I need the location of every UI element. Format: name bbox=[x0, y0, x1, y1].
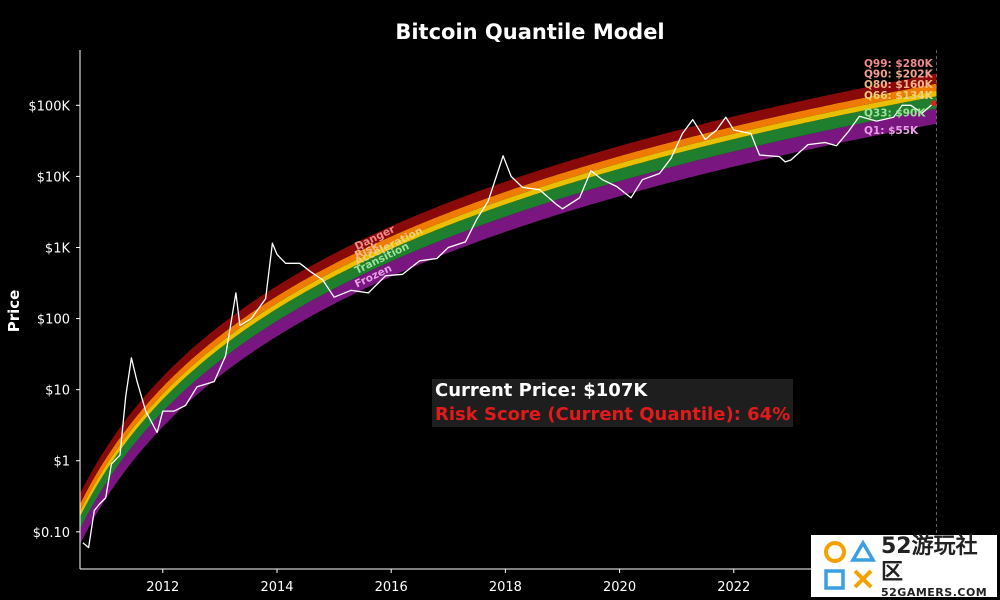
watermark: 52游玩社区 52GAMERS.COM bbox=[811, 534, 997, 599]
quantile-label-q99: Q99: $280K bbox=[864, 58, 934, 70]
y-tick-label: $100 bbox=[37, 313, 70, 328]
x-tick-label: 2016 bbox=[375, 580, 408, 595]
y-tick-label: $0.10 bbox=[33, 526, 70, 541]
x-tick-label: 2022 bbox=[717, 580, 750, 595]
y-tick-label: $100K bbox=[28, 99, 70, 114]
quantile-label-q90: Q90: $202K bbox=[864, 69, 934, 81]
x-tick-label: 2012 bbox=[146, 580, 179, 595]
y-tick-label: $1K bbox=[45, 241, 71, 256]
x-tick-label: 2020 bbox=[603, 580, 636, 595]
x-tick-label: 2018 bbox=[489, 580, 522, 595]
y-axis-label: Price bbox=[5, 290, 23, 333]
quantile-label-q66: Q66: $134K bbox=[864, 90, 934, 102]
current-price-label: Current Price: $107K bbox=[435, 380, 648, 401]
x-tick-label: 2014 bbox=[260, 580, 293, 595]
quantile-label-q80: Q80: $160K bbox=[864, 79, 934, 91]
watermark-text: 52游玩社区 52GAMERS.COM bbox=[881, 534, 997, 599]
quantile-label-q1: Q1: $55K bbox=[864, 125, 919, 137]
watermark-logo bbox=[821, 538, 877, 594]
y-tick-label: $10K bbox=[37, 170, 71, 185]
price-series-line bbox=[82, 102, 935, 549]
current-info-box: Current Price: $107K Risk Score (Current… bbox=[432, 379, 794, 427]
risk-score-label: Risk Score (Current Quantile): 64% bbox=[435, 404, 791, 425]
current-price-marker bbox=[930, 100, 937, 107]
y-tick-label: $10 bbox=[45, 384, 70, 399]
watermark-title: 52游玩社区 bbox=[881, 533, 978, 585]
price-series-group bbox=[82, 100, 937, 549]
watermark-subtitle: 52GAMERS.COM bbox=[881, 585, 988, 599]
quantile-bands bbox=[80, 50, 937, 569]
chart-title: Bitcoin Quantile Model bbox=[395, 20, 664, 44]
y-tick-label: $1 bbox=[53, 455, 70, 470]
quantile-label-q33: Q33: $90K bbox=[864, 107, 926, 119]
playstation-shapes-icon bbox=[824, 539, 877, 590]
